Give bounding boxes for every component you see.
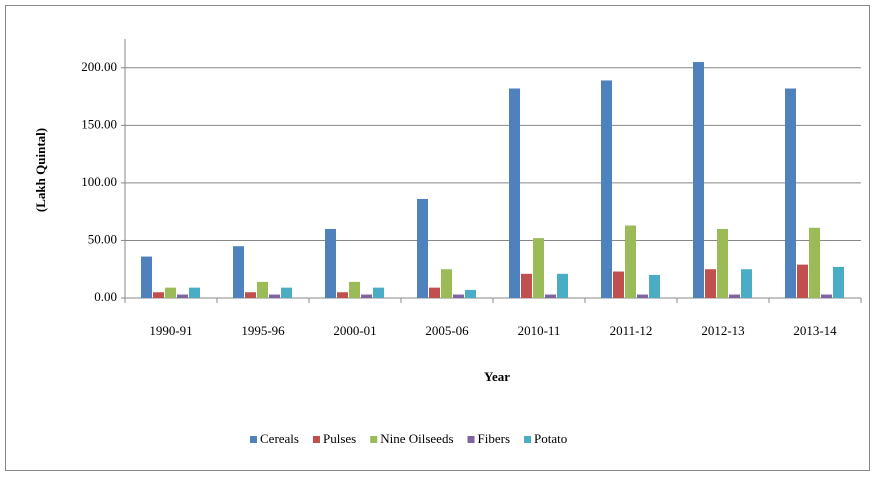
bar [281,287,292,298]
legend-marker [467,436,475,443]
x-tick-label: 1990-91 [149,323,192,338]
x-tick-label: 2013-14 [793,323,837,338]
bar [545,294,556,298]
legend-label: Nine Oilseeds [380,431,453,446]
bar [325,228,336,298]
bar [465,289,476,298]
bar [741,269,752,298]
legend-marker [370,436,378,443]
legend-label: Cereals [260,431,299,446]
bar [637,294,648,298]
bar [141,256,152,298]
bar [625,225,636,298]
x-tick-label: 2010-11 [518,323,561,338]
bar [257,281,268,298]
legend-marker [524,436,532,443]
x-tick-label: 2012-13 [701,323,744,338]
bar [233,246,244,298]
bar [165,287,176,298]
bar [809,227,820,298]
bar [509,88,520,299]
bar [153,292,164,298]
bar [557,273,568,298]
bar [821,294,832,298]
bar [705,269,716,298]
x-axis-label: Year [484,369,510,384]
y-tick-label: 0.00 [94,289,117,304]
x-tick-label: 2005-06 [425,323,469,338]
chart-border [5,5,870,471]
bar [649,274,660,298]
legend-label: Potato [534,431,567,446]
bar [361,294,372,298]
y-axis-label: (Lakh Quintal) [33,128,48,212]
bar [729,294,740,298]
y-tick-label: 100.00 [81,174,117,189]
bar [373,287,384,298]
y-tick-label: 150.00 [81,116,117,131]
bar [189,287,200,298]
bar [429,287,440,298]
legend-marker [250,436,257,443]
bar [613,271,624,298]
bar [785,88,796,299]
y-tick-label: 200.00 [81,59,117,74]
bar [601,80,612,298]
bar [245,292,256,298]
x-tick-label: 2011-12 [610,323,653,338]
bar [717,228,728,298]
bar [693,62,704,299]
bar [177,294,188,298]
bar [349,281,360,298]
bar [453,294,464,298]
x-tick-label: 1995-96 [241,323,285,338]
bar [269,294,280,298]
bar [337,292,348,298]
bar [521,273,532,298]
legend-label: Pulses [323,431,356,446]
bar [441,269,452,298]
y-tick-label: 50.00 [88,231,117,246]
bar [533,238,544,298]
legend-label: Fibers [478,431,511,446]
x-tick-label: 2000-01 [333,323,376,338]
bar [833,266,844,298]
bar [417,199,428,298]
legend-marker [312,436,320,443]
bar [797,264,808,298]
